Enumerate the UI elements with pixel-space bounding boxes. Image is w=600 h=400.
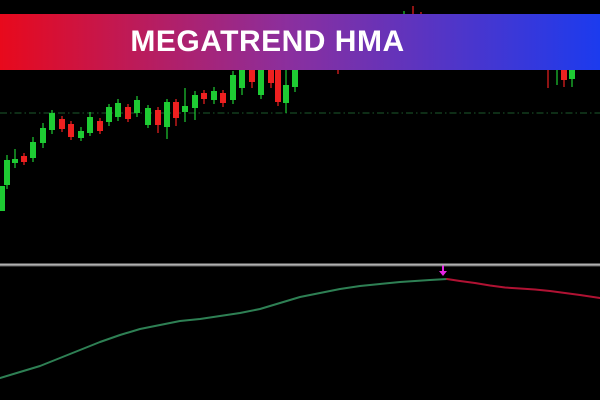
candle-body-up [230,75,236,100]
candle-body-down [201,93,207,99]
candle-body-down [561,60,567,80]
candle-body-up [134,100,140,113]
candle-body-up [49,113,55,130]
candle-body-up [12,159,18,163]
candle-body-up [182,106,188,112]
candle-body-up [283,85,289,103]
signal-arrow-down-icon [439,271,447,276]
candle-body-down [68,124,74,137]
candle-body-down [59,119,65,129]
indicator-title-banner: MEGATREND HMA [0,14,600,70]
candle-body-up [164,102,170,127]
candle-body-down [97,121,103,131]
candle-body-up [239,60,245,88]
candle-body-up [211,91,217,100]
candle-body-down [220,93,226,103]
hma-line-up [0,278,448,379]
candle-body-up [0,186,5,211]
candle-body-up [78,131,84,138]
candle-body-up [30,142,36,158]
hma-line-down [446,278,600,299]
candle-body-down [275,60,281,102]
candle-body-down [155,110,161,125]
candle-body-down [125,107,131,119]
candle-body-up [258,60,264,95]
candle-body-down [173,102,179,118]
candle-body-up [292,60,298,87]
candle-body-up [115,103,121,117]
candle-body-down [249,60,255,82]
candle-body-down [268,60,274,83]
candle-body-down [21,156,27,162]
candle-body-up [145,108,151,125]
candle-body-up [106,107,112,122]
indicator-title: MEGATREND HMA [130,25,405,58]
candle-body-up [40,128,46,143]
candle-body-up [4,160,10,185]
candle-body-up [87,117,93,133]
candle-body-up [192,95,198,108]
